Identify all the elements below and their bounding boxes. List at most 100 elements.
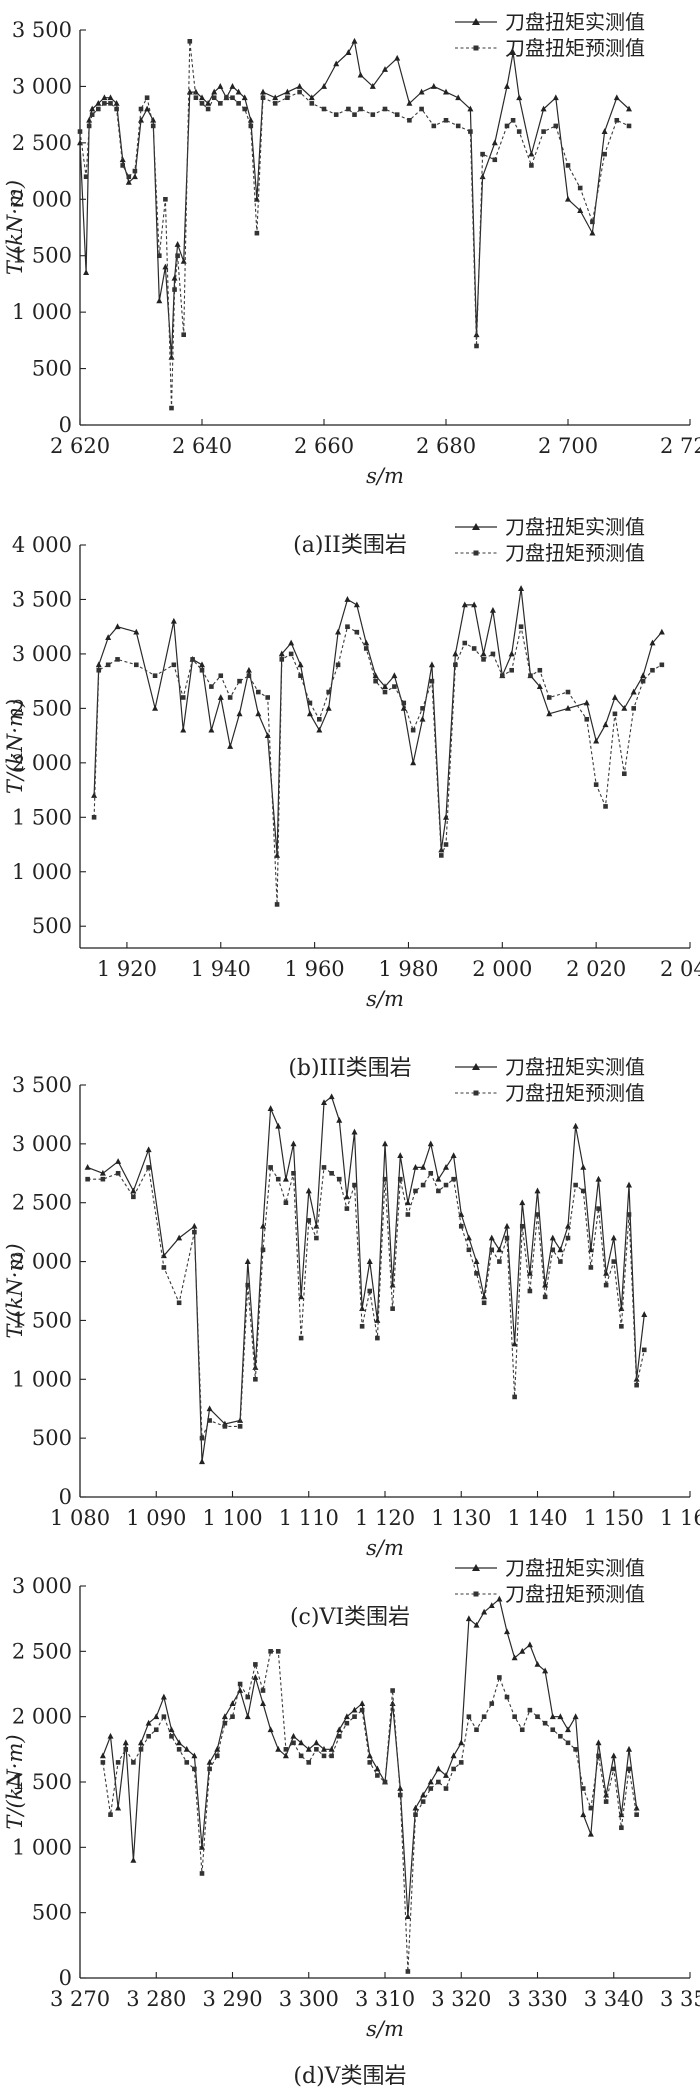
data-point-measured [107,1732,114,1739]
data-point-predicted [260,95,266,101]
data-point-measured [536,683,543,689]
data-point-predicted [397,1792,403,1798]
data-point-predicted [565,689,571,695]
data-point-measured [391,672,398,679]
data-point-measured [418,88,425,95]
y-tick-label: 1 500 [12,805,72,829]
data-point-predicted [172,287,177,292]
data-point-predicted [253,1376,258,1382]
data-point-predicted [218,673,224,679]
data-point-measured [99,1169,106,1176]
data-point-measured [419,715,426,722]
data-point-predicted [85,1176,90,1182]
data-point-measured [511,1340,518,1347]
data-point-measured [298,1739,305,1746]
data-point-predicted [439,853,444,858]
data-point-predicted [443,117,449,123]
data-point-predicted [489,1247,495,1253]
series-line-predicted [79,41,630,409]
data-point-measured [572,1713,579,1720]
data-point-predicted [588,1265,594,1270]
data-point-measured [481,1293,488,1300]
data-point-predicted [510,117,516,123]
x-tick-label: 1 110 [279,1506,339,1530]
data-point-measured [336,1116,343,1123]
data-point-predicted [180,695,186,700]
data-point-predicted [120,163,125,168]
data-point-predicted [321,1165,327,1170]
y-tick-label: 0 [59,413,72,437]
data-point-measured [374,1765,381,1772]
data-point-predicted [529,163,534,168]
data-point-predicted [237,678,242,684]
data-point-predicted [535,1212,540,1217]
data-point-measured [252,1674,259,1680]
data-point-predicted [641,1347,647,1353]
data-point-predicted [382,1176,388,1182]
data-point-predicted [453,662,458,668]
data-point-predicted [144,95,150,101]
data-point-measured [345,49,352,55]
data-point-measured [214,1745,221,1752]
data-point-measured [565,195,571,202]
data-point-measured [267,1726,274,1733]
data-point-measured [465,1615,472,1622]
data-point-predicted [504,1694,510,1700]
data-point-predicted [480,151,485,157]
y-tick-label: 1 500 [12,1770,72,1794]
data-point-predicted [602,151,607,157]
data-point-predicted [246,673,252,679]
data-point-predicted [527,1707,533,1713]
data-point-predicted [573,1747,578,1752]
data-point-predicted [184,1760,190,1765]
data-point-predicted [546,695,552,700]
data-point-measured [602,721,609,728]
data-point-measured [397,1152,404,1159]
series-line-predicted [87,1165,645,1439]
data-point-predicted [468,129,473,134]
x-tick-label: 2 000 [472,957,532,981]
data-point-measured [526,1641,533,1648]
data-point-measured [114,623,121,630]
data-point-measured [144,105,151,112]
data-point-predicted [481,657,486,662]
data-point-measured [351,37,358,44]
data-point-measured [382,683,388,689]
data-point-measured [496,1246,503,1253]
data-point-measured [180,726,187,733]
data-point-measured [297,661,304,668]
data-point-predicted [211,95,217,101]
data-point-predicted [157,253,162,259]
data-point-predicted [565,163,571,168]
data-point-predicted [291,1170,296,1176]
x-axis-label: s/m [366,464,404,488]
data-point-measured [435,1765,442,1772]
data-point-predicted [153,1727,159,1733]
data-point-predicted [108,1812,113,1817]
data-point-measured [244,1258,251,1264]
data-point-predicted [535,1714,540,1719]
y-tick-label: 2 000 [12,1250,72,1274]
data-point-predicted [367,1288,373,1294]
data-point-predicted [550,1247,556,1253]
legend-label-predicted: 刀盘扭矩预测值 [505,1582,645,1606]
data-point-measured [412,1164,419,1170]
data-point-predicted [199,667,205,673]
data-point-predicted [455,123,461,129]
data-point-measured [534,1661,541,1667]
data-point-predicted [428,1170,434,1176]
legend-label-measured: 刀盘扭矩实测值 [505,10,645,34]
y-tick-label: 500 [32,357,72,381]
legend-label-predicted: 刀盘扭矩预测值 [505,36,645,60]
data-point-measured [583,699,590,706]
data-point-predicted [458,1223,464,1229]
data-point-measured [260,1700,266,1706]
data-point-predicted [497,1675,502,1680]
data-point-measured [130,1857,137,1863]
x-tick-label: 1 150 [584,1506,644,1530]
data-point-measured [540,105,547,112]
y-tick-label: 1 500 [12,1308,72,1332]
data-point-measured [400,704,407,711]
chart-panel-3: 0 500 1 000 1 500 2 000 2 500 3 000 3 500 1 080 1… [3,1055,700,1630]
data-point-predicted [352,1182,357,1188]
